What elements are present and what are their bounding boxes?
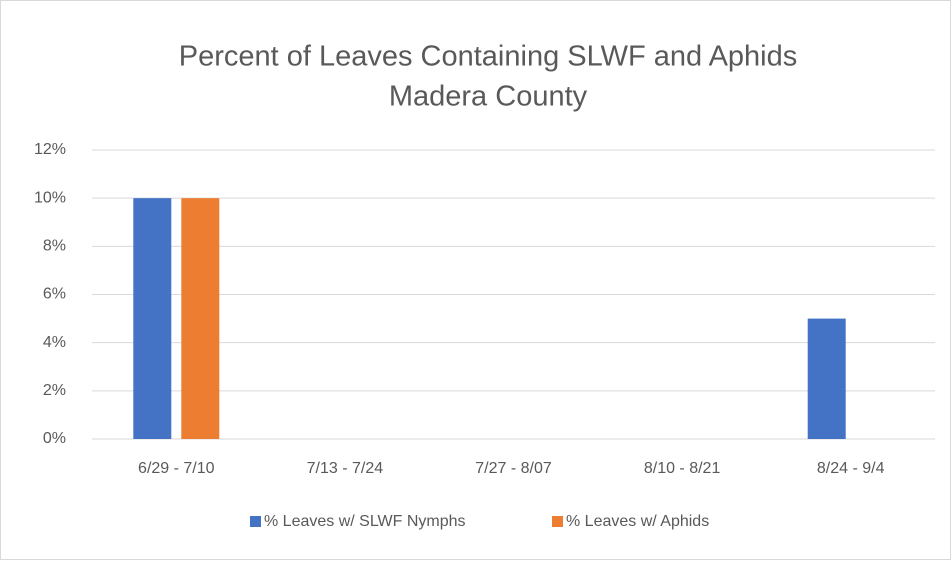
y-tick-label: 4% <box>43 334 66 351</box>
legend-swatch <box>250 516 261 527</box>
y-tick-label: 8% <box>43 238 66 255</box>
bar <box>181 198 220 439</box>
y-tick-label: 10% <box>34 189 66 206</box>
legend-swatch <box>552 516 563 527</box>
x-tick-label: 7/27 - 8/07 <box>475 460 552 477</box>
y-tick-label: 12% <box>34 141 66 158</box>
x-tick-label: 7/13 - 7/24 <box>307 460 384 477</box>
y-tick-label: 6% <box>43 286 66 303</box>
x-tick-label: 6/29 - 7/10 <box>138 460 215 477</box>
legend-label: % Leaves w/ Aphids <box>566 513 709 530</box>
bar <box>807 318 846 439</box>
y-tick-label: 2% <box>43 382 66 399</box>
legend-label: % Leaves w/ SLWF Nymphs <box>264 513 466 530</box>
chart-title: Madera County <box>389 81 588 113</box>
y-tick-label: 0% <box>43 430 66 447</box>
chart-title: Percent of Leaves Containing SLWF and Ap… <box>179 41 798 73</box>
x-tick-label: 8/10 - 8/21 <box>644 460 721 477</box>
bar <box>133 198 172 439</box>
x-tick-label: 8/24 - 9/4 <box>817 460 885 477</box>
